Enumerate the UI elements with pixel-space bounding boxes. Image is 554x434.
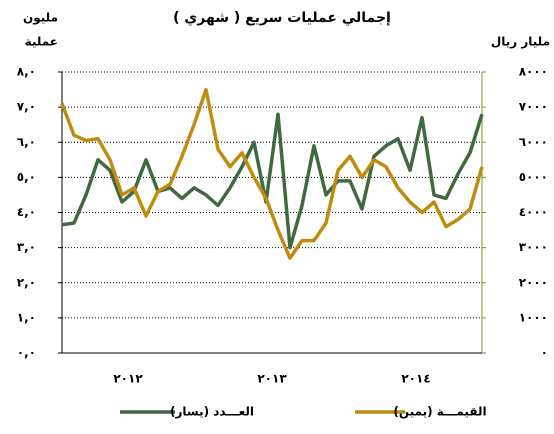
y2-tick-label: ٦٠٠٠ (519, 135, 548, 149)
x-tick-label: ٢٠١٢ (113, 372, 143, 386)
y2-axis-label: مليار ريال (491, 35, 550, 49)
y2-tick-label: ٧٠٠٠ (519, 100, 548, 114)
series-line (60, 87, 484, 260)
y2-tick-label: ٨٠٠٠ (519, 65, 548, 79)
y-tick-label: ٦,٠ (17, 135, 36, 149)
y-axis-label: عملية (25, 35, 58, 49)
y-tick-label: ١,٠ (17, 310, 36, 324)
legend-label: القيمـــة (يمين) (393, 405, 486, 419)
y-tick-label: ٥,٠ (17, 170, 36, 184)
y2-tick-label: ١٠٠٠ (519, 310, 548, 324)
legend-label: العـــدد (يسار) (170, 405, 254, 419)
x-tick-label: ٢٠١٤ (401, 372, 430, 386)
x-tick-label: ٢٠١٣ (257, 372, 287, 386)
y2-tick-label: ٢٠٠٠ (519, 275, 548, 289)
y2-tick-label: ٣٠٠٠ (519, 240, 548, 254)
y2-tick-label: ٤٠٠٠ (519, 205, 548, 219)
y2-tick-label: ٥٠٠٠ (519, 170, 548, 184)
y-tick-label: ٤,٠ (17, 205, 36, 219)
chart-title: إجمالي عمليات سريع ( شهري ) (173, 10, 391, 27)
y-axis-label: مليون (23, 11, 58, 26)
y-tick-label: ٨,٠ (17, 65, 36, 79)
y-tick-label: ٢,٠ (17, 275, 36, 289)
y-tick-label: ٣,٠ (17, 240, 36, 254)
y2-tick-label: ٠ (541, 346, 548, 360)
y-tick-label: ٠,٠ (17, 346, 36, 360)
y-tick-label: ٧,٠ (17, 100, 36, 114)
series-line (61, 112, 484, 250)
